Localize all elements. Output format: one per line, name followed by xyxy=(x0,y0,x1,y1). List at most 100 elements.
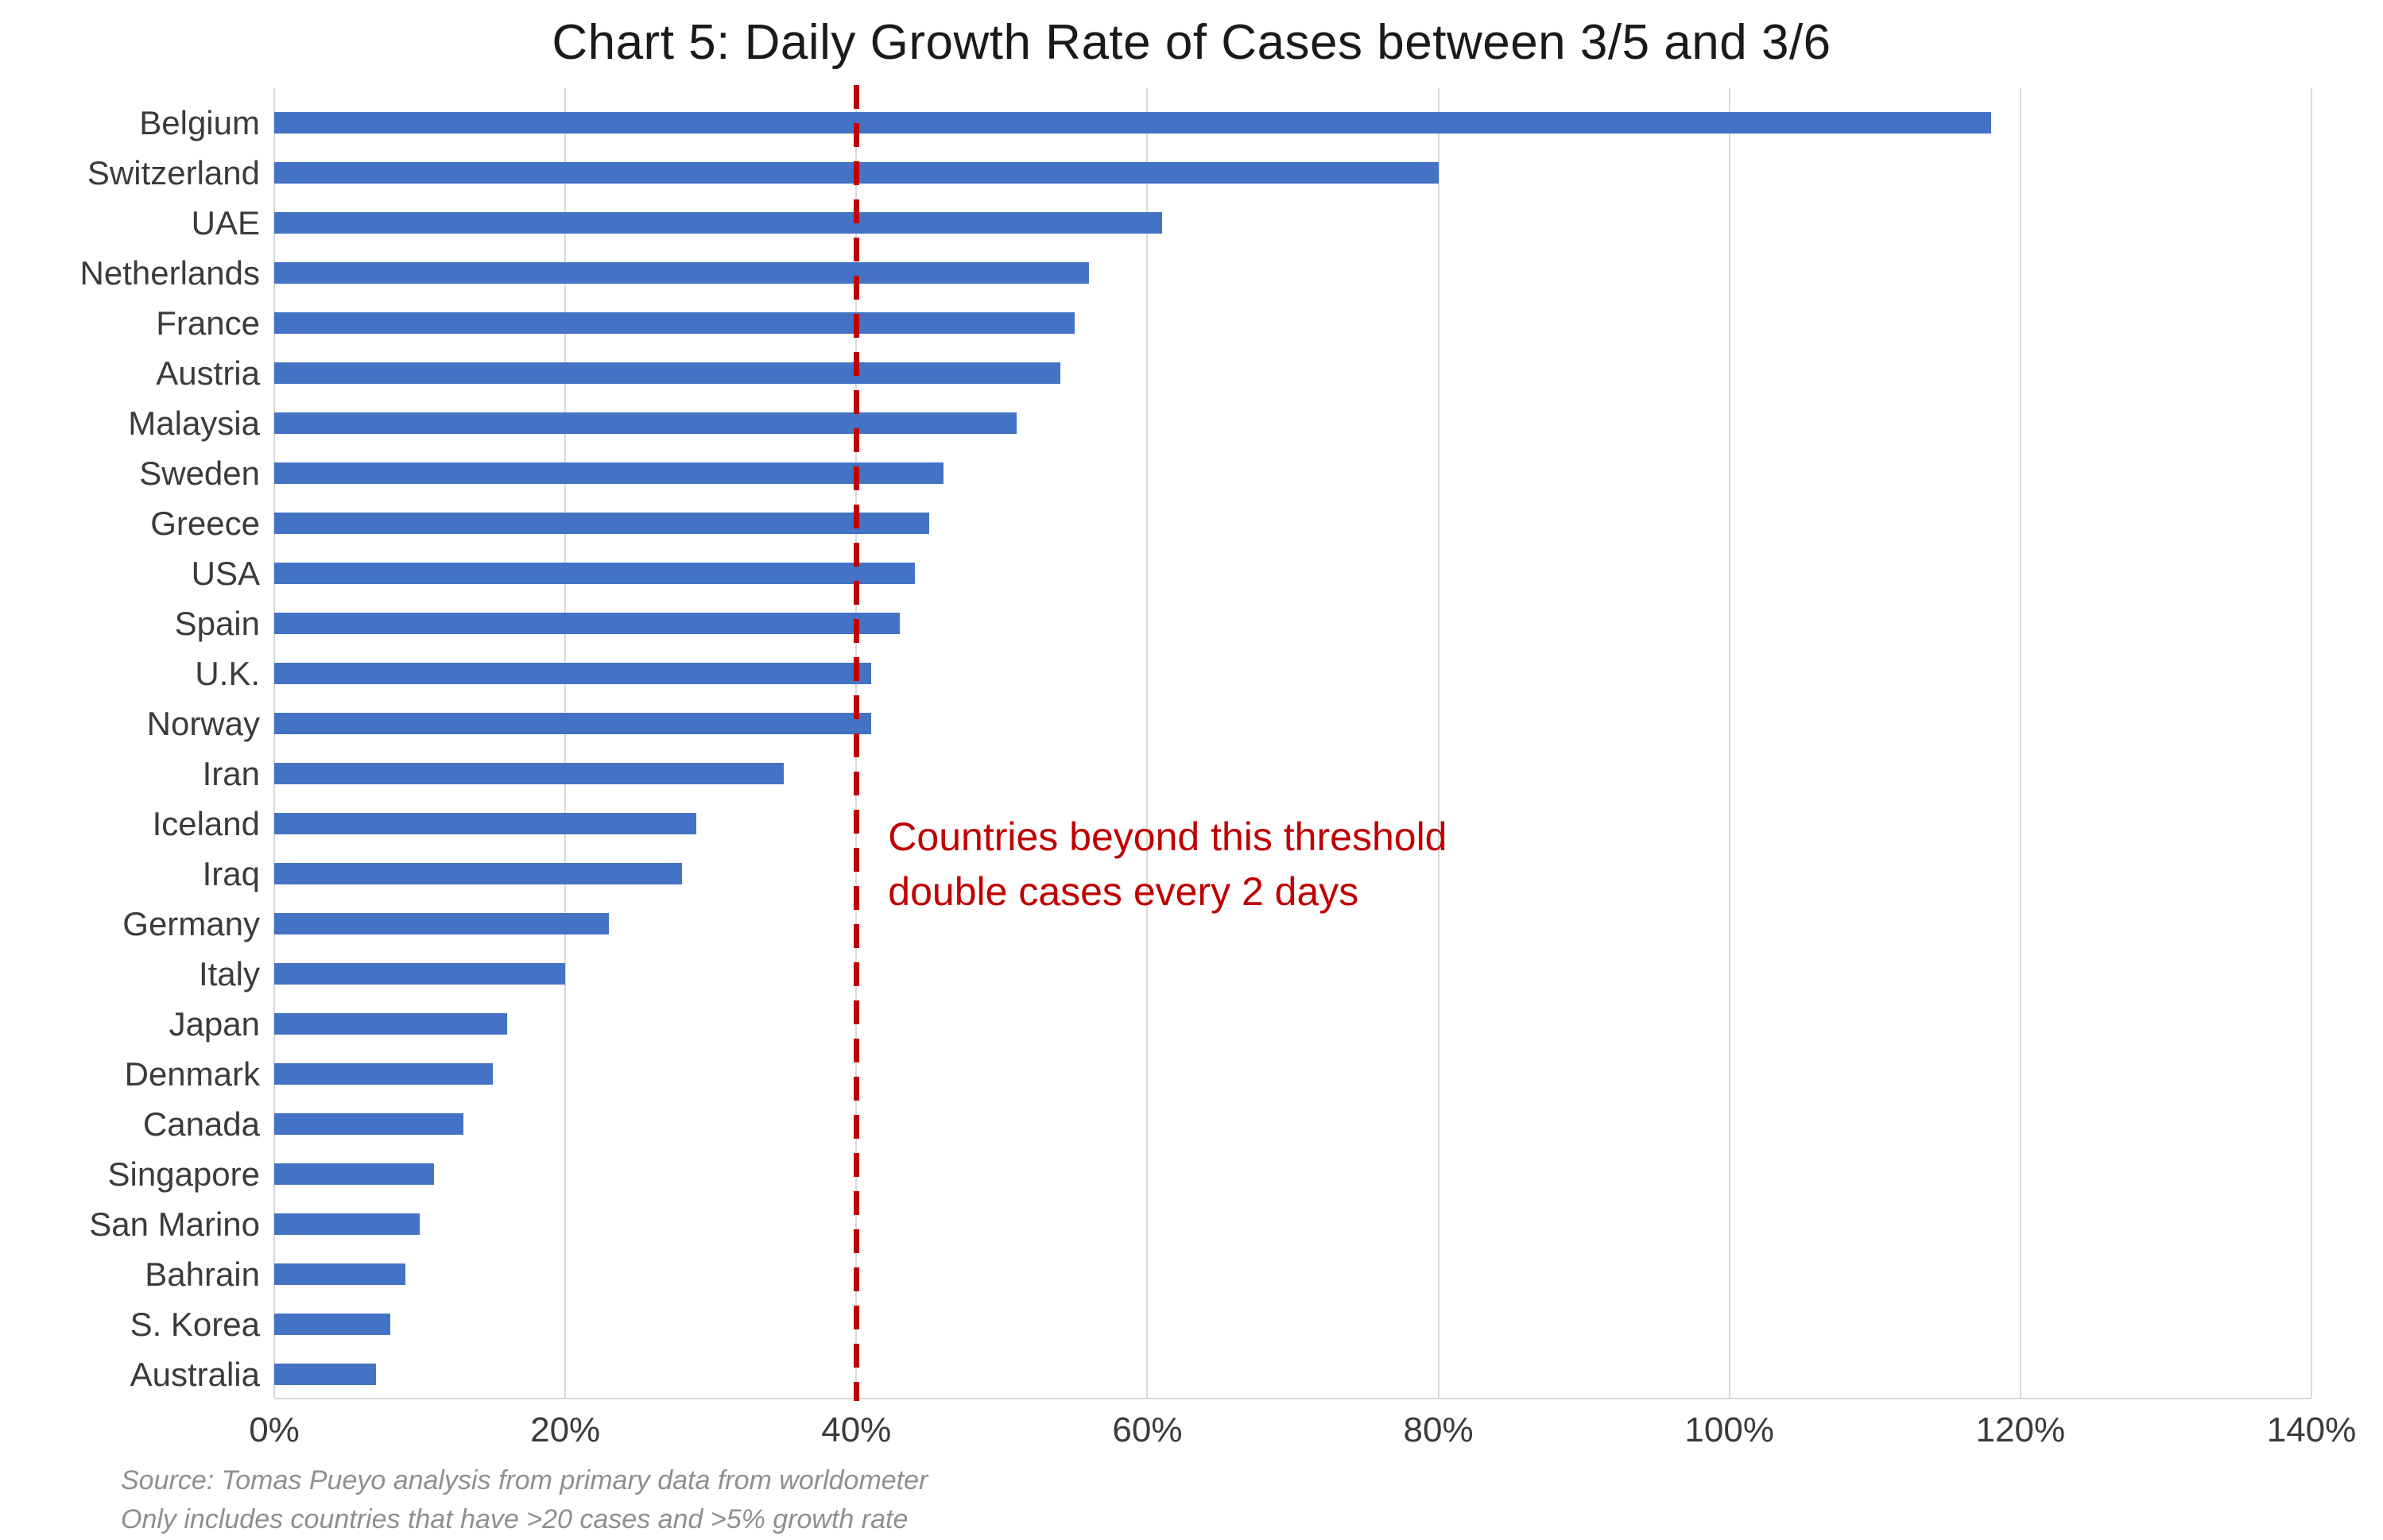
source-line2: Only includes countries that have >20 ca… xyxy=(121,1504,909,1535)
bar-row: S. Korea xyxy=(0,1299,2383,1349)
bar-row: Bahrain xyxy=(0,1249,2383,1299)
bar-row: San Marino xyxy=(0,1199,2383,1249)
bar-row: Japan xyxy=(0,999,2383,1049)
bar-row: UAE xyxy=(0,198,2383,248)
bar-track xyxy=(274,1049,2311,1099)
bar xyxy=(274,1063,493,1085)
category-label: Canada xyxy=(142,1105,260,1143)
category-label: Sweden xyxy=(139,454,260,492)
bar-row: Italy xyxy=(0,949,2383,999)
x-tick-label: 80% xyxy=(1403,1410,1474,1449)
bar-track xyxy=(274,198,2311,248)
bar-track xyxy=(274,899,2311,949)
bar xyxy=(274,412,1017,434)
category-label: Belgium xyxy=(139,103,260,141)
category-label: Japan xyxy=(169,1004,260,1043)
bar-row: Iraq xyxy=(0,849,2383,899)
category-label: Malaysia xyxy=(128,404,260,442)
gridline xyxy=(2311,88,2312,1398)
category-label: France xyxy=(156,304,260,342)
x-tick-label: 120% xyxy=(1975,1410,2066,1449)
bar-row: Belgium xyxy=(0,98,2383,148)
category-label: Italy xyxy=(198,954,260,992)
category-label: U.K. xyxy=(195,654,260,692)
bar-track xyxy=(274,1299,2311,1349)
bar-track xyxy=(274,949,2311,999)
bar xyxy=(274,513,929,534)
bar xyxy=(274,112,1992,133)
bar xyxy=(274,963,566,985)
category-label: San Marino xyxy=(89,1205,260,1243)
bar xyxy=(274,1013,507,1035)
x-tick-label: 20% xyxy=(530,1410,601,1449)
category-label: Germany xyxy=(122,904,260,942)
category-label: Iran xyxy=(202,754,260,792)
bar xyxy=(274,1314,391,1335)
x-tick-label: 140% xyxy=(2266,1410,2357,1449)
bar-row: Greece xyxy=(0,498,2383,548)
gridline xyxy=(1728,88,1730,1398)
bar-track xyxy=(274,1199,2311,1249)
bar-track xyxy=(274,298,2311,348)
chart-title: Chart 5: Daily Growth Rate of Cases betw… xyxy=(552,15,1831,70)
bar-track xyxy=(274,999,2311,1049)
chart-body: Belgium Switzerland UAE Netherlands France Au… xyxy=(0,85,2383,1401)
bar-track xyxy=(274,1099,2311,1149)
bar xyxy=(274,1213,420,1235)
gridline xyxy=(2019,88,2021,1398)
bar-row: USA xyxy=(0,548,2383,598)
bar xyxy=(274,613,901,634)
bar xyxy=(274,162,1439,184)
category-label: USA xyxy=(191,554,260,592)
bar-row: Sweden xyxy=(0,448,2383,498)
bar-row: Spain xyxy=(0,598,2383,648)
bar-row: Germany xyxy=(0,899,2383,949)
bar-track xyxy=(274,1249,2311,1299)
bar-track xyxy=(274,648,2311,698)
bar xyxy=(274,1113,463,1135)
bar xyxy=(274,913,610,934)
bar-row: France xyxy=(0,298,2383,348)
bar xyxy=(274,362,1060,384)
bar-row: Switzerland xyxy=(0,148,2383,198)
bar-rows: Belgium Switzerland UAE Netherlands France Au… xyxy=(0,98,2383,1399)
bar-row: Netherlands xyxy=(0,248,2383,298)
x-tick-label: 100% xyxy=(1684,1410,1774,1449)
bar-track xyxy=(274,148,2311,198)
bar-row: Singapore xyxy=(0,1149,2383,1199)
bar-track xyxy=(274,98,2311,148)
bar xyxy=(274,813,696,834)
category-label: Iceland xyxy=(152,804,260,842)
bar xyxy=(274,1263,405,1285)
bar-track xyxy=(274,398,2311,448)
category-label: Greece xyxy=(150,504,260,542)
category-label: UAE xyxy=(191,203,260,242)
category-label: S. Korea xyxy=(130,1305,260,1343)
bar-track xyxy=(274,548,2311,598)
bar xyxy=(274,763,784,784)
bar-track xyxy=(274,498,2311,548)
bar xyxy=(274,212,1162,234)
bar xyxy=(274,1364,377,1385)
category-label: Spain xyxy=(174,604,260,642)
category-label: Iraq xyxy=(202,854,260,892)
x-tick-label: 0% xyxy=(249,1410,300,1449)
bar xyxy=(274,312,1075,334)
gridline xyxy=(1437,88,1439,1398)
category-label: Netherlands xyxy=(79,253,260,292)
bar-track xyxy=(274,348,2311,398)
x-tick-label: 60% xyxy=(1112,1410,1183,1449)
bar xyxy=(274,563,915,584)
bar-row: Malaysia xyxy=(0,398,2383,448)
gridline xyxy=(273,88,275,1398)
bar xyxy=(274,713,871,734)
bar-track xyxy=(274,1149,2311,1199)
bar-row: U.K. xyxy=(0,648,2383,698)
bar-track xyxy=(274,598,2311,648)
bar-track xyxy=(274,1349,2311,1399)
bar-row: Iceland xyxy=(0,799,2383,849)
bar-track xyxy=(274,248,2311,298)
bar-row: Norway xyxy=(0,698,2383,749)
category-label: Denmark xyxy=(124,1054,260,1093)
